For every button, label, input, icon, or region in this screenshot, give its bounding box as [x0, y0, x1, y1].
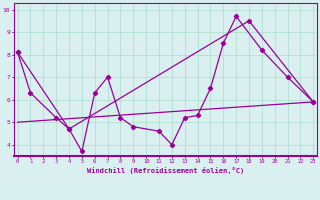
- X-axis label: Windchill (Refroidissement éolien,°C): Windchill (Refroidissement éolien,°C): [87, 167, 244, 174]
